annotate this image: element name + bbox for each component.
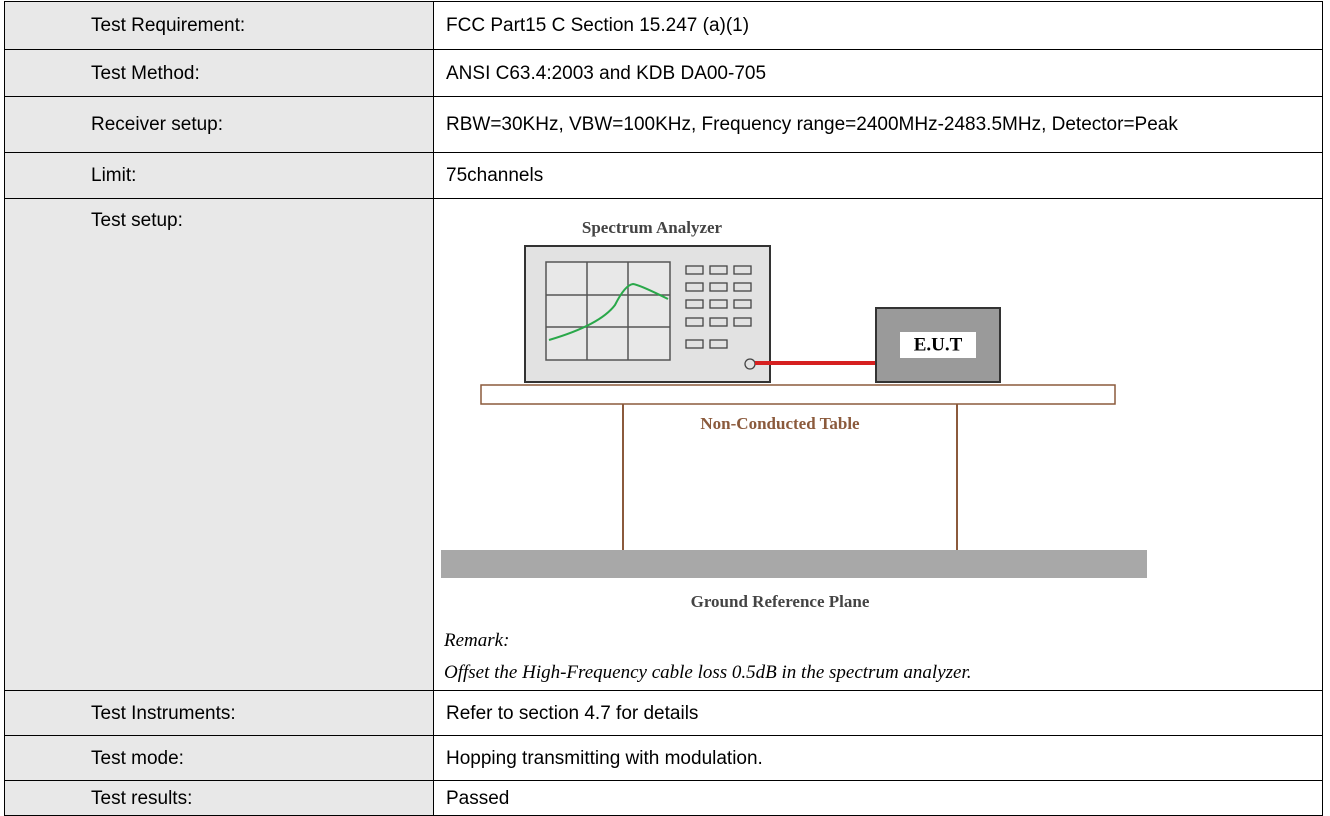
row-value: Refer to section 4.7 for details bbox=[433, 690, 1323, 736]
row-value: FCC Part15 C Section 15.247 (a)(1) bbox=[433, 1, 1323, 50]
eut-box bbox=[875, 307, 1001, 383]
table-row: Test results: Passed bbox=[4, 780, 1323, 816]
analyzer-label: Spectrum Analyzer bbox=[582, 218, 723, 237]
eut-label-box bbox=[900, 332, 976, 358]
test-table: Test Requirement: FCC Part15 C Section 15… bbox=[4, 1, 1323, 816]
table-row: Receiver setup: RBW=30KHz, VBW=100KHz, Fr… bbox=[4, 96, 1323, 153]
table-row: Test Instruments: Refer to section 4.7 fo… bbox=[4, 690, 1323, 736]
remark: Offset the High-Frequency cable loss 0.5… bbox=[444, 662, 972, 683]
row-label: Receiver setup: bbox=[4, 96, 434, 153]
table-row: Limit: 75channels bbox=[4, 152, 1323, 199]
table-row: Test setup: bbox=[4, 198, 1323, 691]
trace bbox=[548, 282, 669, 341]
row-value: RBW=30KHz, VBW=100KHz, Frequency range=2… bbox=[433, 96, 1323, 153]
remark-title: Remark: bbox=[443, 630, 509, 651]
row-label: Test results: bbox=[4, 780, 434, 816]
row-label: Limit: bbox=[4, 152, 434, 199]
row-value: 75channels bbox=[433, 152, 1323, 199]
table-row: Test mode: Hopping transmitting with modu… bbox=[4, 735, 1323, 781]
table-row: Test Method: ANSI C63.4:2003 and KDB DA00… bbox=[4, 49, 1323, 97]
ground-label: Ground Reference Plane bbox=[691, 592, 870, 611]
eut-label: E.U.T bbox=[914, 334, 963, 355]
row-value: ANSI C63.4:2003 and KDB DA00-705 bbox=[433, 49, 1323, 97]
table-row: Test Requirement: FCC Part15 C Section 15… bbox=[4, 1, 1323, 50]
row-label: Test Requirement: bbox=[4, 1, 434, 50]
analyzer-buttons bbox=[685, 265, 756, 370]
row-label: Test Instruments: bbox=[4, 690, 434, 736]
ground-plane bbox=[441, 550, 1147, 578]
row-label: Test mode: bbox=[4, 735, 434, 781]
table-label: Non-Conducted Table bbox=[700, 414, 860, 433]
table-top bbox=[480, 384, 1116, 405]
row-label: Test Method: bbox=[4, 49, 434, 97]
row-value: Passed bbox=[433, 780, 1323, 816]
row-label: Test setup: bbox=[4, 198, 434, 691]
analyzer-screen bbox=[545, 261, 671, 361]
